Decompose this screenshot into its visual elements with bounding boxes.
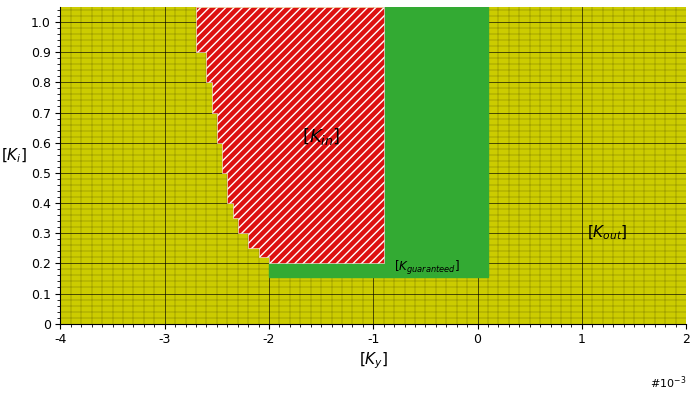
Text: $[K_{in}]$: $[K_{in}]$ (302, 126, 340, 147)
Polygon shape (196, 7, 384, 263)
X-axis label: $[K_y]$: $[K_y]$ (358, 350, 388, 371)
Text: $[K_{out}]$: $[K_{out}]$ (587, 224, 627, 242)
Y-axis label: $[K_i]$: $[K_i]$ (1, 147, 26, 165)
Polygon shape (384, 7, 488, 263)
Text: #10$^{-3}$: #10$^{-3}$ (650, 374, 686, 391)
Polygon shape (269, 263, 488, 277)
Text: $[K_{guaranteed}]$: $[K_{guaranteed}]$ (395, 259, 460, 277)
